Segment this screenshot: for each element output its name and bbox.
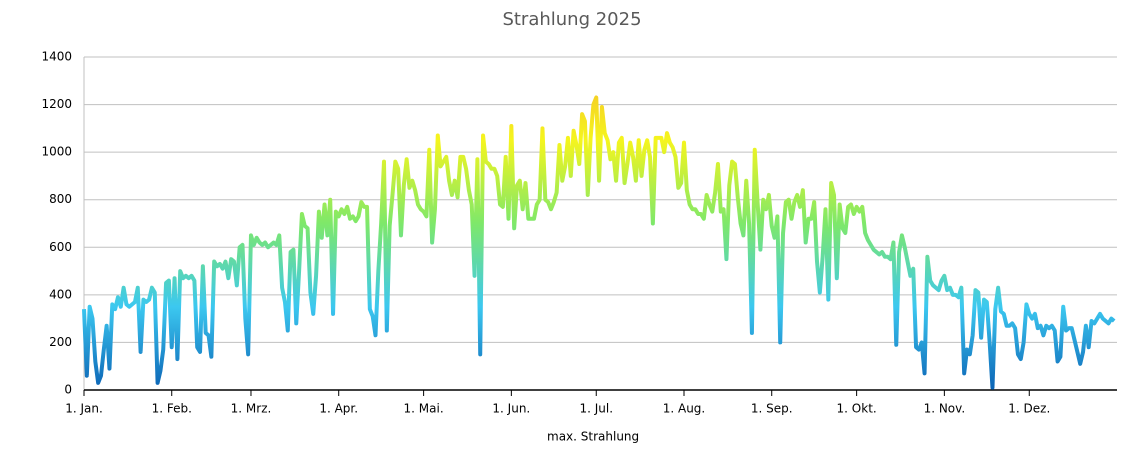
y-tick-label: 1200 bbox=[41, 97, 72, 111]
x-tick-label: 1. Mai. bbox=[404, 402, 444, 416]
y-tick-label: 200 bbox=[49, 335, 72, 349]
x-tick-label: 1. Mrz. bbox=[231, 402, 272, 416]
x-tick-label: 1. Jul. bbox=[579, 402, 613, 416]
x-tick-label: 1. Jan. bbox=[65, 402, 103, 416]
x-tick-label: 1. Okt. bbox=[837, 402, 877, 416]
y-tick-label: 600 bbox=[49, 240, 72, 254]
x-tick-label: 1. Aug. bbox=[663, 402, 706, 416]
y-tick-label: 800 bbox=[49, 192, 72, 206]
x-tick-label: 1. Dez. bbox=[1008, 402, 1050, 416]
chart-title: Strahlung 2025 bbox=[502, 9, 641, 30]
x-tick-label: 1. Nov. bbox=[924, 402, 966, 416]
y-tick-label: 1400 bbox=[41, 50, 72, 64]
x-tick-label: 1. Apr. bbox=[319, 402, 358, 416]
y-tick-label: 1000 bbox=[41, 145, 72, 159]
data-line bbox=[82, 95, 1116, 390]
legend-label: max. Strahlung bbox=[547, 430, 639, 444]
y-tick-label: 0 bbox=[64, 383, 72, 397]
y-tick-label: 400 bbox=[49, 287, 72, 301]
x-tick-label: 1. Feb. bbox=[152, 402, 192, 416]
x-tick-label: 1. Sep. bbox=[751, 402, 793, 416]
x-tick-label: 1. Jun. bbox=[492, 402, 530, 416]
